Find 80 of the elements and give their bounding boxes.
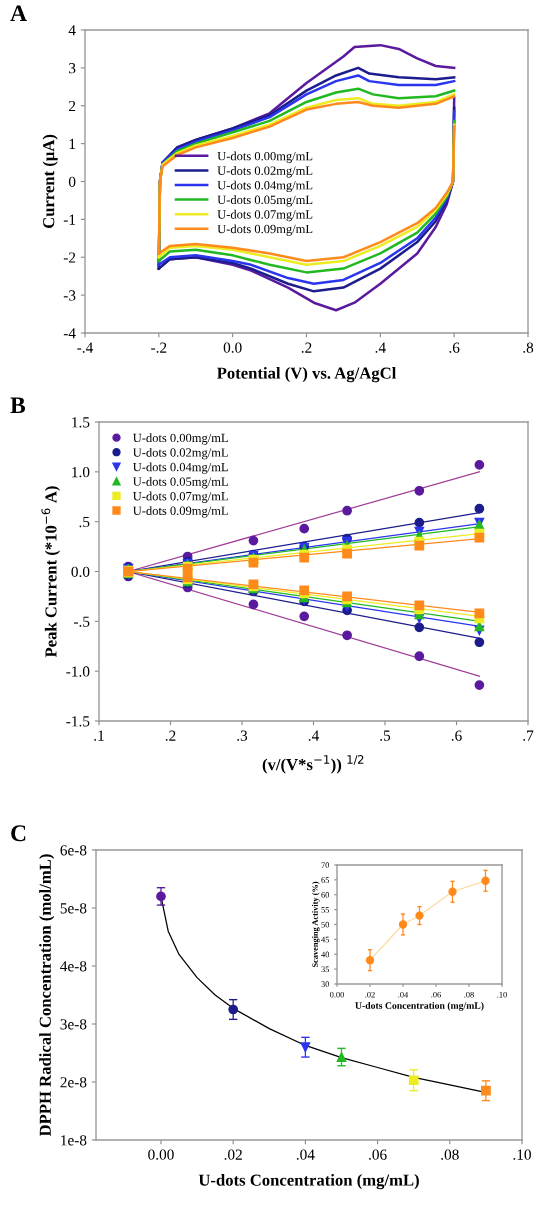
y-tick-label: 65 — [321, 877, 330, 883]
x-tick-label: .02 — [365, 991, 375, 998]
y-tick-label: 55 — [321, 907, 330, 913]
x-tick-label: .6 — [449, 342, 460, 353]
x-tick-label: .5 — [380, 730, 391, 741]
y-tick-label: 3e-8 — [60, 1019, 87, 1030]
y-tick-label: 6e-8 — [60, 845, 87, 856]
x-tick-label: .2 — [301, 342, 312, 353]
x-tick-label: -.4 — [77, 342, 94, 353]
chart-title: A — [10, 5, 27, 21]
x-tick-label: .4 — [375, 342, 386, 353]
y-tick-label: -1.5 — [66, 716, 90, 727]
x-tick-label: .8 — [523, 342, 534, 353]
x-tick-label: .10 — [497, 991, 507, 998]
x-tick-label: 0.00 — [148, 1149, 174, 1160]
y-tick-label: 70 — [321, 862, 330, 868]
legend-label: U-dots 0.02mg/mL — [217, 166, 313, 178]
legend-label: U-dots 0.00mg/mL — [133, 433, 228, 445]
x-tick-label: .04 — [398, 991, 409, 998]
y-tick-label: 5e-8 — [60, 903, 87, 914]
legend-label: U-dots 0.02mg/mL — [133, 447, 228, 460]
x-tick-label: .08 — [464, 991, 474, 998]
x-tick-label: .7 — [523, 730, 534, 741]
y-tick-label: -.5 — [74, 616, 90, 627]
y-tick-label: 1.0 — [72, 466, 90, 478]
legend-label: U-dots 0.09mg/mL — [133, 506, 228, 518]
x-tick-label: 0.00 — [330, 991, 344, 998]
x-tick-label: .6 — [451, 730, 462, 741]
legend-label: U-dots 0.04mg/mL — [133, 462, 228, 474]
y-axis-title: Scavenging Activity (%) — [312, 881, 320, 968]
y-tick-label: 30 — [321, 981, 330, 987]
x-tick-label: .1 — [94, 730, 104, 741]
y-axis-title: Peak Current (*10$^{−6}$ A) — [41, 486, 60, 658]
legend-label: U-dots 0.09mg/mL — [217, 224, 313, 236]
y-tick-label: 50 — [321, 921, 330, 928]
x-axis-title: Potential (V) vs. Ag/AgCl — [216, 366, 397, 383]
x-tick-label: .04 — [296, 1149, 315, 1160]
x-tick-label: .3 — [237, 730, 248, 741]
x-axis-title: U-dots Concentration (mg/mL) — [198, 1173, 419, 1190]
y-tick-label: 35 — [321, 966, 330, 973]
y-tick-label: 1.5 — [72, 417, 90, 428]
y-tick-label: 4 — [68, 25, 76, 36]
y-tick-label: -1 — [63, 214, 76, 225]
legend-label: U-dots 0.05mg/mL — [133, 477, 228, 489]
y-tick-label: 1e-8 — [61, 1135, 87, 1146]
y-tick-label: .5 — [79, 516, 90, 528]
chart-title: B — [10, 397, 26, 414]
y-tick-label: 1 — [69, 138, 76, 149]
legend-label: U-dots 0.07mg/mL — [217, 209, 313, 222]
legend-label: U-dots 0.04mg/mL — [217, 180, 313, 193]
chart-title: C — [11, 825, 26, 842]
y-tick-label: 3 — [69, 63, 76, 74]
x-axis-title: (v/(V*s$^{−1}$)) $^{1/2}$ — [262, 754, 364, 774]
x-tick-label: .06 — [431, 991, 441, 998]
y-tick-label: 4e-8 — [60, 961, 87, 972]
legend-label: U-dots 0.00mg/mL — [217, 151, 313, 163]
x-tick-label: .06 — [369, 1149, 387, 1160]
x-tick-label: -.2 — [151, 342, 167, 353]
y-tick-label: 2 — [69, 100, 76, 112]
legend-label: U-dots 0.07mg/mL — [133, 491, 228, 503]
y-axis-title: Current (μA) — [42, 134, 58, 229]
y-tick-label: -1.0 — [66, 666, 90, 677]
x-tick-label: .2 — [165, 730, 176, 741]
x-axis-title: U-dots Concentration (mg/mL) — [355, 1001, 484, 1011]
y-tick-label: -4 — [63, 328, 76, 339]
y-tick-label: 0.0 — [71, 566, 90, 578]
y-tick-label: 0 — [68, 176, 76, 187]
y-axis-title: DPPH Radical Concentration (mol/mL) — [39, 854, 55, 1137]
x-tick-label: .02 — [224, 1149, 242, 1160]
y-tick-label: 2e-8 — [60, 1077, 87, 1088]
y-tick-label: -2 — [63, 252, 76, 263]
x-tick-label: .08 — [441, 1149, 459, 1160]
y-tick-label: 60 — [321, 892, 330, 898]
y-tick-label: -3 — [63, 290, 76, 301]
x-tick-label: .10 — [513, 1149, 531, 1160]
x-tick-label: 0.0 — [223, 342, 242, 353]
x-tick-label: .4 — [308, 730, 319, 741]
legend-label: U-dots 0.05mg/mL — [217, 195, 313, 207]
y-tick-label: 40 — [321, 951, 330, 958]
y-tick-label: 45 — [321, 936, 330, 943]
